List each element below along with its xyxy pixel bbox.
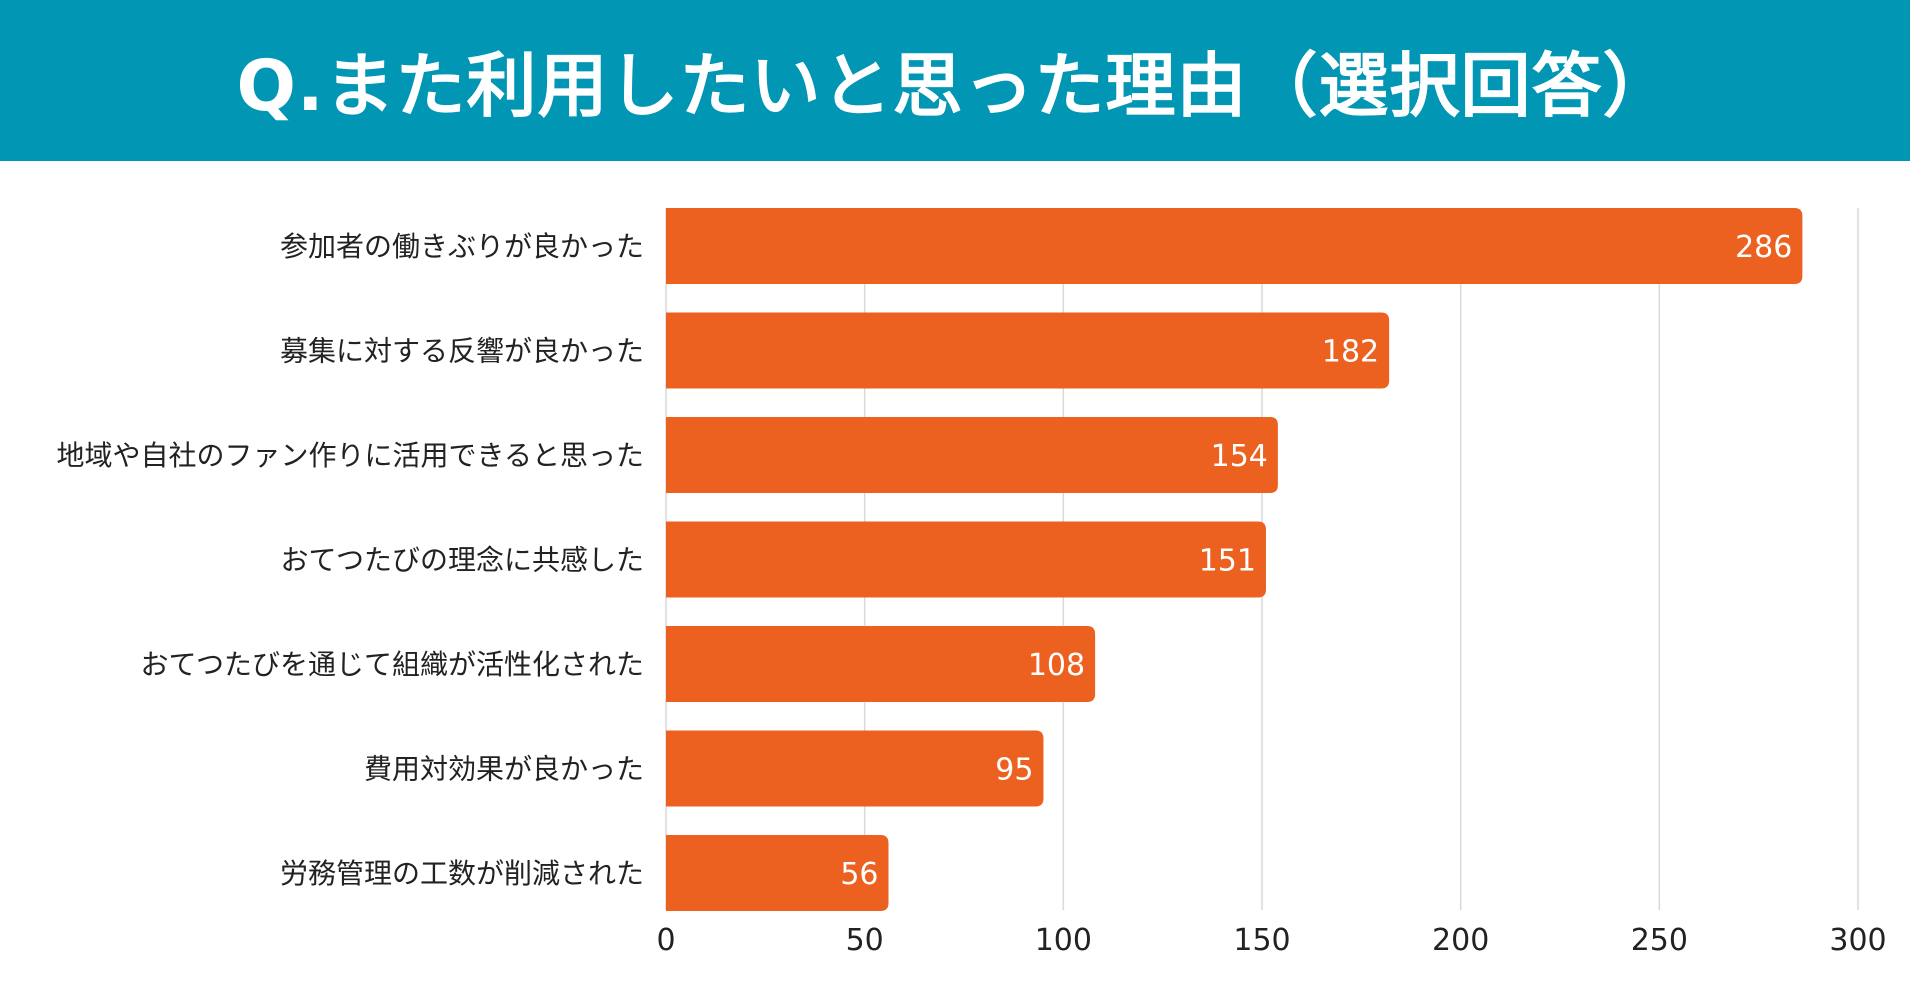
category-label: おてつたびを通じて組織が活性化された <box>141 648 644 681</box>
data-label: 108 <box>1028 648 1085 683</box>
data-label: 154 <box>1211 439 1268 474</box>
chart-title: Q.また利用したいと思った理由（選択回答） <box>236 45 1674 127</box>
category-label: おてつたびの理念に共感した <box>281 544 644 577</box>
data-label: 56 <box>840 857 878 892</box>
bars: 286 182 154 151 108 95 56 <box>666 208 1803 911</box>
x-axis-tick-labels: 0 50 100 150 200 250 300 <box>656 923 1886 958</box>
data-label: 286 <box>1735 230 1792 265</box>
category-label: 費用対効果が良かった <box>364 753 644 786</box>
bar <box>666 208 1803 284</box>
x-tick-label: 50 <box>846 923 884 958</box>
x-tick-label: 300 <box>1829 923 1886 958</box>
bar <box>666 417 1278 493</box>
x-tick-label: 150 <box>1233 923 1290 958</box>
category-labels: 参加者の働きぶりが良かった募集に対する反響が良かった地域や自社のファン作りに活用… <box>57 230 644 890</box>
data-label: 151 <box>1199 544 1256 579</box>
x-tick-label: 250 <box>1631 923 1688 958</box>
bar <box>666 730 1044 807</box>
x-tick-label: 100 <box>1035 923 1092 958</box>
header-banner: Q.また利用したいと思った理由（選択回答） <box>0 0 1910 161</box>
bar <box>666 835 889 911</box>
bar <box>666 521 1266 598</box>
x-tick-label: 200 <box>1432 923 1489 958</box>
category-label: 労務管理の工数が削減された <box>280 857 644 890</box>
data-label: 95 <box>995 753 1033 788</box>
category-label: 参加者の働きぶりが良かった <box>280 230 644 263</box>
x-tick-label: 0 <box>656 923 675 958</box>
category-label: 募集に対する反響が良かった <box>280 335 644 368</box>
bar <box>666 626 1096 702</box>
bar <box>666 312 1390 389</box>
data-label: 182 <box>1322 335 1379 370</box>
category-label: 地域や自社のファン作りに活用できると思った <box>57 439 644 472</box>
